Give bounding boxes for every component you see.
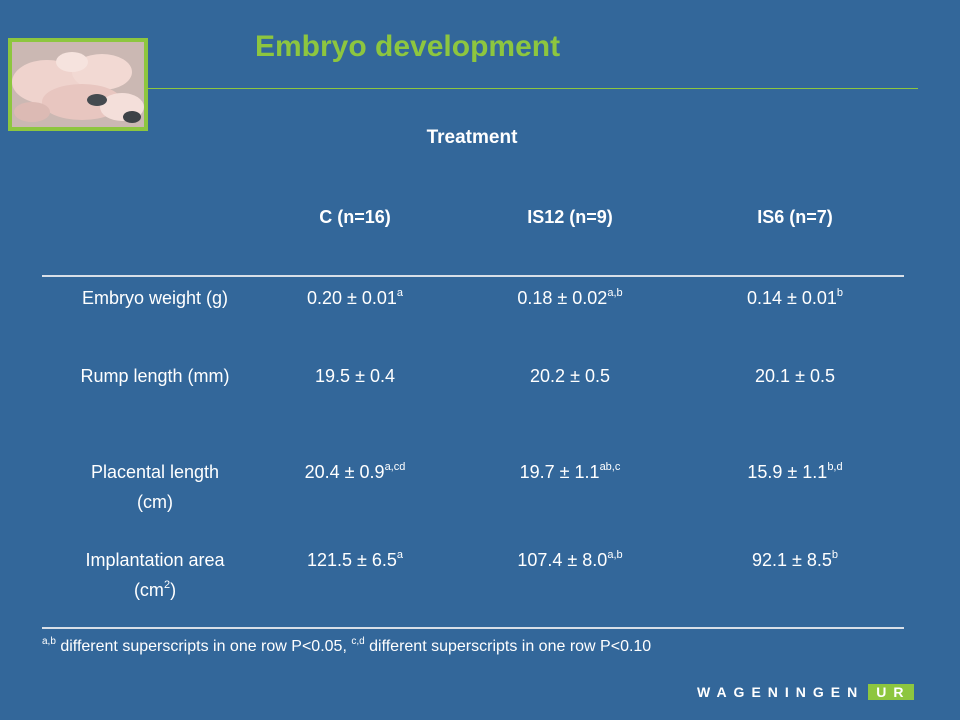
table-bottom-rule (42, 627, 904, 629)
row-label-implantation-area-line2: (cm2) (133, 579, 177, 601)
cell-rump-length-c: 19.5 ± 0.4 (315, 366, 395, 386)
title-divider (148, 88, 918, 89)
cell-placental-length-c: 20.4 ± 0.9a,cd (304, 461, 406, 483)
row-label-rump-length: Rump length (mm) (80, 366, 230, 386)
cell-rump-length-is6: 20.1 ± 0.5 (755, 366, 835, 386)
cell-placental-length-is6: 15.9 ± 1.1b,d (747, 461, 843, 483)
cell-rump-length-is12: 20.2 ± 0.5 (530, 366, 610, 386)
row-label-implantation-area: Implantation area (cm2) (42, 545, 268, 605)
piglets-photo (8, 38, 148, 131)
piglets-image (12, 42, 144, 127)
row-label-placental-length: Placental length (cm) (42, 457, 268, 517)
logo-ur-badge: UR (868, 684, 915, 700)
cell-implantation-area-is6: 92.1 ± 8.5b (751, 549, 839, 571)
footnote: a,b different superscripts in one row P<… (42, 636, 652, 656)
cell-placental-length-is12: 19.7 ± 1.1ab,c (519, 461, 621, 483)
cell-embryo-weight-c: 0.20 ± 0.01a (306, 287, 404, 309)
column-header-is12: IS12 (n=9) (527, 207, 613, 227)
wageningen-ur-logo: WAGENINGEN UR (697, 684, 915, 700)
treatment-heading: Treatment (426, 127, 518, 148)
column-header-is6: IS6 (n=7) (757, 207, 833, 227)
row-label-placental-length-line1: Placental length (90, 462, 220, 482)
cell-embryo-weight-is6: 0.14 ± 0.01b (746, 287, 844, 309)
column-header-c: C (n=16) (319, 207, 391, 227)
row-label-embryo-weight: Embryo weight (g) (81, 288, 229, 308)
row-label-placental-length-line2: (cm) (137, 492, 173, 512)
page-title: Embryo development (255, 30, 561, 63)
cell-implantation-area-c: 121.5 ± 6.5a (306, 549, 404, 571)
row-label-implantation-area-line1: Implantation area (85, 550, 225, 570)
logo-wageningen-text: WAGENINGEN (697, 684, 865, 700)
cell-implantation-area-is12: 107.4 ± 8.0a,b (517, 549, 623, 571)
table-top-rule (42, 275, 904, 277)
cell-embryo-weight-is12: 0.18 ± 0.02a,b (517, 287, 623, 309)
